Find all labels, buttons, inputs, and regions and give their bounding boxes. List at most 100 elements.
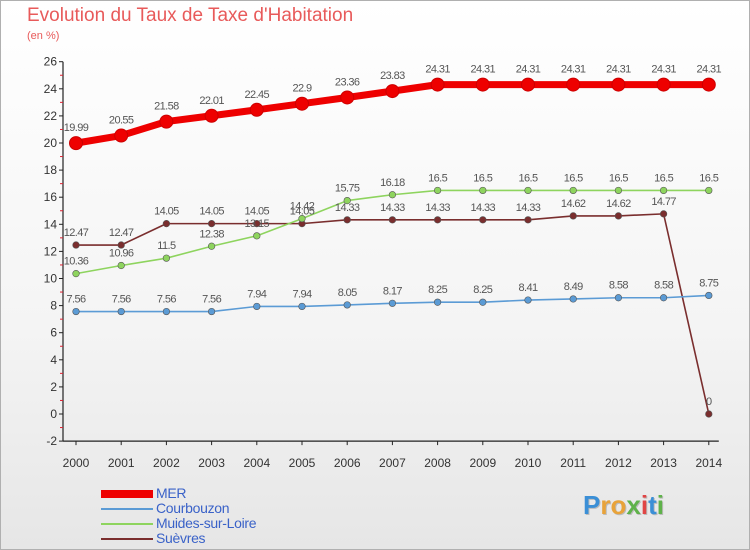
data-label: 10.36 (64, 256, 89, 268)
data-point (705, 291, 713, 300)
data-point (705, 186, 713, 195)
data-point (701, 77, 716, 92)
x-tick-label: 2000 (63, 456, 90, 470)
data-label: 14.33 (380, 202, 405, 214)
x-tick-label: 2006 (334, 456, 361, 470)
data-label: 7.56 (157, 294, 176, 306)
data-point (204, 108, 219, 123)
data-label: 7.56 (202, 294, 221, 306)
y-tick-label: 18 (44, 163, 58, 177)
x-tick-label: 2003 (198, 456, 225, 470)
y-tick-label: 12 (44, 244, 58, 258)
data-point (611, 77, 626, 92)
y-tick-label: 22 (44, 109, 58, 123)
data-label: 14.33 (335, 202, 360, 214)
data-label: 24.31 (606, 64, 631, 76)
data-point (566, 77, 581, 92)
data-label: 7.56 (112, 294, 131, 306)
data-point (159, 114, 174, 129)
data-point (69, 136, 83, 151)
data-point (475, 77, 490, 92)
data-point (388, 191, 397, 199)
data-point (162, 220, 170, 228)
data-label: 23.83 (380, 70, 405, 82)
data-label: 22.9 (292, 83, 311, 95)
data-point (569, 186, 577, 195)
data-label: 24.31 (471, 64, 496, 76)
data-point (479, 216, 487, 224)
data-point (430, 77, 445, 92)
logo-letter: t (648, 490, 657, 520)
data-label: 20.55 (109, 115, 134, 127)
data-point (253, 302, 261, 311)
legend-label: Courbouzon (156, 500, 230, 516)
data-label: 8.25 (428, 284, 447, 296)
data-point (659, 210, 668, 218)
data-point (117, 307, 125, 316)
y-tick-label: 16 (44, 190, 58, 204)
data-point (343, 301, 351, 309)
legend-swatch (101, 508, 153, 510)
data-point (117, 241, 125, 249)
data-point (253, 232, 261, 240)
chart-subtitle: (en %) (27, 30, 60, 42)
data-label: 19.99 (64, 122, 89, 134)
data-label: 14.62 (606, 198, 631, 210)
data-label: 16.5 (564, 172, 583, 184)
x-tick-label: 2007 (379, 456, 406, 470)
y-tick-label: 0 (50, 407, 57, 421)
data-label: 7.94 (247, 288, 266, 300)
proxiti-logo: Proxiti (583, 490, 664, 521)
x-tick-label: 2011 (560, 456, 586, 470)
data-point (253, 220, 261, 228)
data-label: 16.5 (609, 172, 628, 184)
x-tick-label: 2004 (243, 456, 270, 470)
legend-swatch (101, 490, 153, 498)
logo-letter: i (640, 490, 649, 520)
data-label: 12.38 (199, 228, 224, 240)
x-tick-label: 2009 (469, 456, 496, 470)
data-label: 14.33 (516, 202, 541, 214)
data-label: 10.96 (109, 247, 134, 259)
x-tick-label: 2012 (605, 456, 632, 470)
data-point (434, 298, 442, 306)
data-point (569, 295, 577, 303)
data-label: 14.05 (245, 206, 270, 218)
x-tick-label: 2014 (695, 456, 722, 470)
data-point (162, 307, 170, 316)
x-tick-label: 2001 (108, 456, 135, 470)
data-label: 21.58 (154, 101, 179, 113)
data-label: 8.49 (564, 281, 583, 293)
data-point (479, 186, 487, 195)
x-tick-label: 2002 (153, 456, 180, 470)
x-tick-label: 2005 (289, 456, 316, 470)
data-label: 14.62 (561, 198, 586, 210)
y-tick-label: 6 (50, 326, 57, 340)
x-tick-label: 2013 (650, 456, 677, 470)
data-point (162, 254, 170, 262)
data-label: 15.75 (335, 183, 360, 195)
data-point (343, 216, 351, 224)
data-point (479, 298, 487, 306)
data-point (298, 302, 306, 311)
data-label: 16.5 (428, 172, 447, 184)
data-point (208, 242, 216, 250)
data-label: 16.5 (654, 172, 673, 184)
data-point (434, 216, 442, 224)
data-point (614, 212, 623, 220)
data-point (385, 84, 400, 99)
data-label: 0 (706, 396, 712, 408)
data-label: 22.01 (199, 95, 224, 107)
data-point (659, 294, 668, 302)
y-tick-label: 4 (50, 353, 57, 367)
y-tick-label: 24 (44, 82, 58, 96)
data-point (705, 410, 713, 418)
y-tick-label: 10 (44, 272, 58, 286)
x-tick-label: 2008 (424, 456, 451, 470)
data-point (524, 296, 532, 304)
logo-letter: o (610, 490, 627, 520)
data-label: 12.47 (64, 227, 89, 239)
y-tick-label: 2 (50, 380, 57, 394)
y-tick-label: 20 (44, 136, 58, 150)
legend-label: Muides-sur-Loire (156, 515, 257, 531)
